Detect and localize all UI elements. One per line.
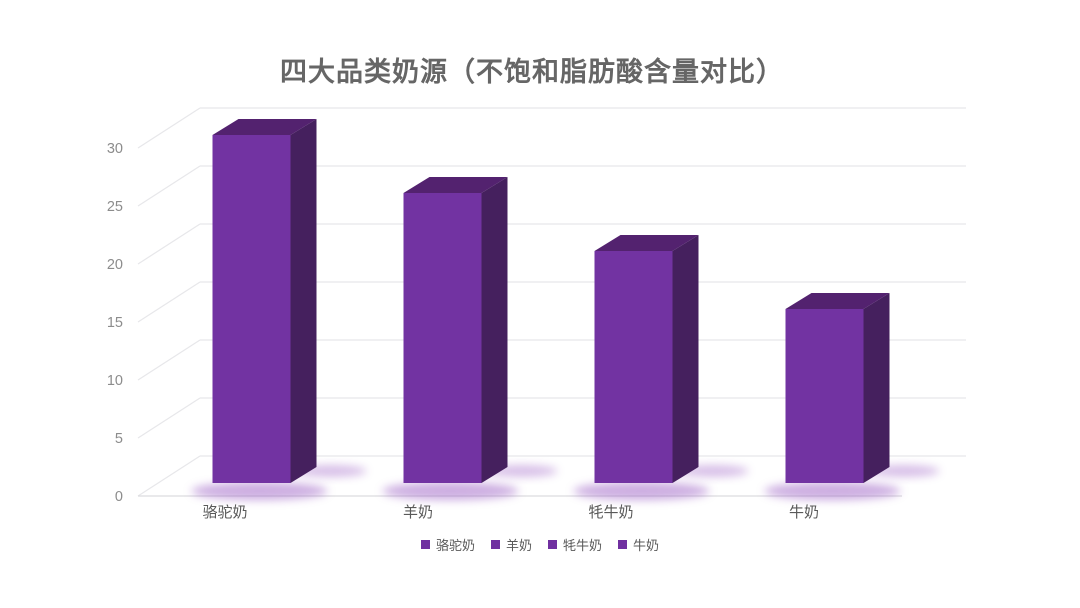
gridline-diagonal	[137, 455, 201, 497]
legend-marker-icon	[618, 540, 628, 549]
legend-label: 骆驼奶	[435, 538, 475, 553]
legend-item-0: 骆驼奶	[420, 535, 475, 554]
bar-front-face	[785, 309, 864, 483]
legend-item-2: 牦牛奶	[548, 535, 602, 554]
legend-label: 羊奶	[505, 538, 532, 553]
gridline-diagonal	[137, 397, 201, 439]
bar-front-face	[403, 193, 482, 483]
bar-front-face	[212, 135, 291, 483]
legend-marker-icon	[420, 540, 430, 549]
y-tick-label: 5	[115, 431, 123, 447]
bar-glow	[191, 482, 328, 500]
legend-marker-icon	[490, 540, 500, 549]
legend-label: 牛奶	[633, 538, 660, 553]
chart-title: 四大品类奶源（不饱和脂肪酸含量对比）	[280, 57, 784, 87]
axis-labels: 0 5 10 15 20 25 30 骆驼奶 羊奶 牦牛奶 牛奶	[107, 141, 819, 521]
category-label: 骆驼奶	[202, 504, 247, 521]
bar-glow	[764, 482, 901, 500]
category-label: 羊奶	[403, 504, 433, 521]
bar-column-3	[785, 293, 890, 483]
bar-top-face	[785, 293, 890, 309]
legend-label: 牦牛奶	[563, 538, 603, 553]
y-tick-label: 0	[115, 489, 123, 505]
bar-column-2	[594, 235, 699, 483]
category-label: 牛奶	[789, 504, 819, 521]
bar-column-1	[403, 177, 508, 483]
gridline-diagonal	[137, 281, 201, 323]
chart-legend: 骆驼奶 羊奶 牦牛奶 牛奶	[0, 535, 1080, 554]
bars	[212, 119, 890, 483]
gridline-diagonal	[137, 107, 201, 149]
gridlines	[137, 107, 966, 497]
gridline-diagonal	[137, 165, 201, 207]
bar-side-face	[863, 293, 890, 483]
y-tick-label: 25	[107, 199, 123, 215]
y-tick-label: 30	[107, 141, 123, 157]
gridline-diagonal	[137, 339, 201, 381]
bar-shadows	[191, 465, 940, 500]
legend-item-1: 羊奶	[490, 535, 532, 554]
gridline-diagonal	[137, 223, 201, 265]
bar-top-face	[403, 177, 508, 193]
bar-side-face	[290, 119, 317, 483]
bar-top-face	[212, 119, 317, 135]
bar-top-face	[594, 235, 699, 251]
category-label: 牦牛奶	[588, 504, 633, 521]
bar-side-face	[672, 235, 699, 483]
y-tick-label: 15	[107, 315, 123, 331]
bar-column-0	[212, 119, 317, 483]
legend-item-3: 牛奶	[618, 535, 659, 554]
y-tick-label: 20	[107, 257, 123, 273]
bar-side-face	[481, 177, 508, 483]
legend-marker-icon	[548, 540, 557, 549]
bar-glow	[573, 482, 710, 500]
y-tick-label: 10	[107, 373, 123, 389]
bar-front-face	[594, 251, 673, 483]
bar-glow	[382, 482, 519, 500]
